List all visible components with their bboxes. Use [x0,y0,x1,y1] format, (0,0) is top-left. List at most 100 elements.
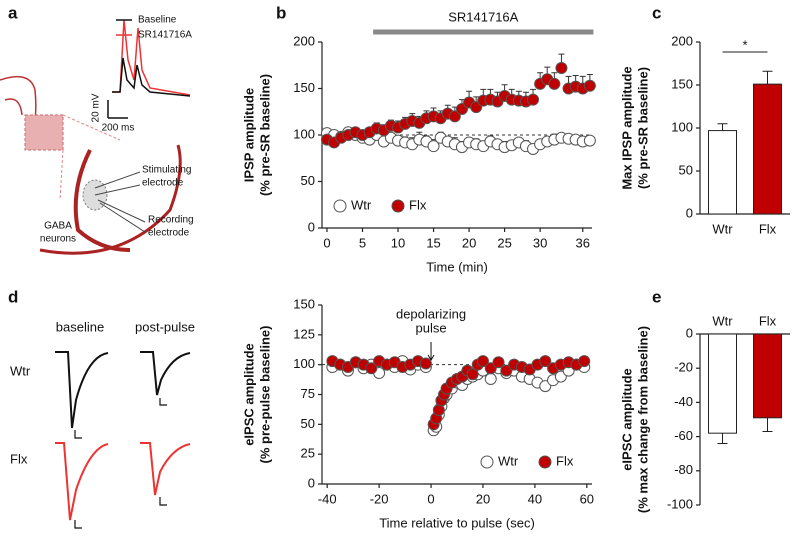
scale-label: 200 ms [102,123,135,134]
data-point [578,355,591,368]
x-tick-label: 40 [528,491,542,506]
legend-label: Wtr [351,197,372,212]
y-axis-label: (% max change from baseline) [635,326,650,513]
annotation: SR141716A [448,9,518,24]
error-bar [717,123,728,131]
y-axis-label: IPSP amplitude [241,88,256,182]
data-point [555,62,568,75]
x-tick-label: 20 [476,491,490,506]
data-point [419,357,432,370]
bar [753,333,782,419]
y-tick-label: 100 [293,126,315,141]
y-axis-label: (% pre-SR baseline) [635,67,650,189]
x-tick-label: 5 [359,235,366,250]
label: Stimulating [142,165,191,176]
y-tick-label: 150 [671,76,693,91]
y-tick-label: 150 [293,296,315,311]
y-tick-label: 50 [301,416,315,431]
annotation-arrow [427,342,435,361]
y-tick-label: 0 [308,219,315,234]
label: GABA [44,221,72,232]
y-axis-label: eIPSC amplitude [619,368,634,471]
bar [708,333,737,434]
data-point [583,134,596,147]
y-axis-label: (% pre-SR baseline) [257,74,272,196]
y-tick-label: 75 [301,386,315,401]
y-tick-label: -80 [674,462,693,477]
traces-a [107,19,191,119]
y-tick-label: -40 [674,394,693,409]
label: electrode [142,178,184,189]
row-label: Wtr [10,363,31,378]
y-tick-label: 100 [671,119,693,134]
legend-label: Baseline [138,15,177,26]
column-label: baseline [56,319,104,334]
bar [753,83,782,215]
legend-marker [391,199,405,213]
x-tick-label: Flx [759,221,777,236]
error-bar [762,417,773,432]
legend-label: SR141716A [138,30,192,41]
y-tick-label: 0 [308,475,315,490]
x-tick-label: 20 [462,235,476,250]
y-tick-label: 0 [686,325,693,340]
y-tick-label: 25 [301,446,315,461]
legend-label: Wtr [498,453,519,468]
panel-letter: e [652,287,661,306]
error-bar [762,70,773,85]
legend-marker [480,455,494,469]
label: neurons [40,234,76,245]
data-point [539,355,552,368]
legend-marker [538,455,552,469]
y-axis-label: (% pre-pulse baseline) [257,326,272,464]
legend-label: Flx [556,453,574,468]
x-tick-label: 0 [427,491,434,506]
x-tick-label: Wtr [712,221,733,236]
y-tick-label: 125 [293,326,315,341]
x-tick-label: Wtr [712,313,733,328]
x-tick-label: 10 [391,235,405,250]
x-tick-label: -40 [318,491,337,506]
column-label: post-pulse [135,319,195,334]
y-tick-label: 50 [301,173,315,188]
y-tick-label: 0 [686,205,693,220]
y-tick-label: -20 [674,360,693,375]
traces-d [55,351,191,529]
data-point [476,355,489,368]
data-point [484,372,497,385]
error-bar [717,433,728,444]
x-tick-label: 0 [323,235,330,250]
data-point [448,110,461,123]
scale-label: 20 mV [91,93,102,122]
x-tick-label: 15 [426,235,440,250]
y-tick-label: 100 [293,356,315,371]
x-axis-label: Time (min) [426,259,488,274]
x-axis-label: Time relative to pulse (sec) [379,515,535,530]
panel-letter: d [8,287,18,306]
y-tick-label: 200 [671,33,693,48]
x-tick-label: 36 [576,235,590,250]
bar [708,130,737,215]
panel-letter: b [276,3,286,22]
x-tick-label: -20 [370,491,389,506]
y-tick-label: -100 [667,496,693,511]
row-label: Flx [10,451,28,466]
data-point [466,368,479,381]
label: electrode [148,228,190,239]
annotation: depolarizing [396,306,466,321]
panel-letter: a [8,3,18,22]
data-point [583,79,596,92]
data-point [492,356,505,369]
y-tick-label: 50 [679,162,693,177]
legend-label: Flx [409,197,427,212]
y-axis-label: Max IPSP amplitude [619,66,634,189]
y-tick-label: 200 [293,33,315,48]
data-point [365,362,378,375]
annotation: pulse [415,320,446,335]
y-tick-label: -60 [674,428,693,443]
label: Recording [148,215,194,226]
x-tick-label: 30 [533,235,547,250]
data-point [548,77,561,90]
y-tick-label: 150 [293,80,315,95]
